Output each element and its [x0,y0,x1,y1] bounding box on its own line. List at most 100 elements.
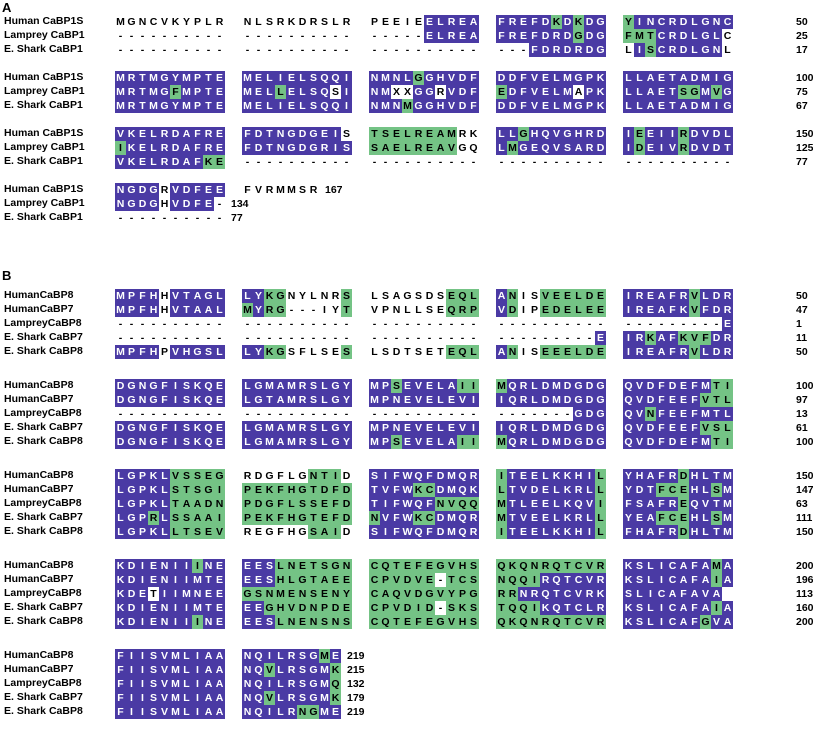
sequence-name: E. Shark CaBP7 [4,691,83,703]
residue: - [195,30,200,42]
residue: A [645,71,656,85]
sequence-name: LampreyCaBP8 [4,677,82,689]
residue: E [634,127,645,141]
residue: V [380,483,391,497]
residue: Q [319,71,330,85]
residue: M [148,99,159,113]
residue: V [380,511,391,525]
residue: V [551,127,562,141]
sequence-name: HumanCaBP7 [4,483,74,495]
residue: - [543,332,548,344]
residue: I [126,705,137,719]
residue: L [573,345,584,359]
residue: - [256,30,261,42]
residue: F [391,511,402,525]
residue: V [634,435,645,449]
residue: G [275,303,286,317]
residue: - [129,30,134,42]
residue: F [275,497,286,511]
residue: R [540,573,551,587]
residue: G [203,483,214,497]
sequence-name: Lamprey CaBP1 [4,197,85,209]
residue: S [645,43,656,57]
sequence-name: HumanCaBP7 [4,393,74,405]
residue: - [151,212,156,224]
residue: A [214,705,225,719]
residue: E [645,127,656,141]
residue: - [344,318,349,330]
sequence-name: E. Shark CaBP8 [4,615,83,627]
residue: - [333,318,338,330]
residue: L [700,469,711,483]
residue: A [192,303,203,317]
residue: G [595,393,606,407]
residue: - [648,156,653,168]
residue: F [192,141,203,155]
residue: - [532,318,537,330]
residue: E [424,435,435,449]
residue: H [148,289,159,303]
residue: V [634,393,645,407]
residue: L [404,304,411,316]
residue: Q [253,677,264,691]
residue: F [689,407,700,421]
residue: I [656,615,667,629]
residue: G [308,677,319,691]
residue: R [458,128,467,140]
residue: F [413,559,424,573]
residue: V [446,497,457,511]
residue: - [311,408,316,420]
residue: N [137,379,148,393]
residue: H [634,525,645,539]
residue: D [435,469,446,483]
residue: N [275,141,286,155]
residue: Q [623,379,634,393]
residue: D [689,71,700,85]
residue: - [438,602,443,614]
residue: T [507,511,518,525]
residue: N [138,16,147,28]
residue: I [522,290,525,302]
residue: E [214,601,225,615]
residue: F [468,85,479,99]
residue: I [634,15,645,29]
residue: L [297,85,308,99]
residue: E [214,573,225,587]
residue: E [242,573,253,587]
residue: I [137,601,148,615]
residue: S [711,421,722,435]
residue: L [584,483,595,497]
residue: E [214,615,225,629]
residue: K [330,691,341,705]
residue: G [308,691,319,705]
residue: A [435,141,446,155]
residue: I [595,497,606,511]
residue: F [244,184,251,196]
residue: K [595,71,606,85]
residue: G [573,435,584,449]
residue: - [289,408,294,420]
residue: - [129,318,134,330]
residue: P [242,483,253,497]
residue: T [391,559,402,573]
residue: M [115,345,126,359]
residue: L [275,663,286,677]
residue: D [402,573,413,587]
residue: D [562,435,573,449]
residue: V [391,601,402,615]
residue: V [634,421,645,435]
residue: E [424,421,435,435]
residue: - [532,332,537,344]
residue: V [700,497,711,511]
residue: Y [170,99,181,113]
residue: S [369,525,380,539]
residue: P [380,393,391,407]
residue: R [297,421,308,435]
residue: S [330,85,341,99]
residue: L [529,393,540,407]
residue: D [342,470,351,482]
residue: I [330,127,341,141]
residue: T [181,303,192,317]
residue: E [137,127,148,141]
residue: K [507,615,518,629]
